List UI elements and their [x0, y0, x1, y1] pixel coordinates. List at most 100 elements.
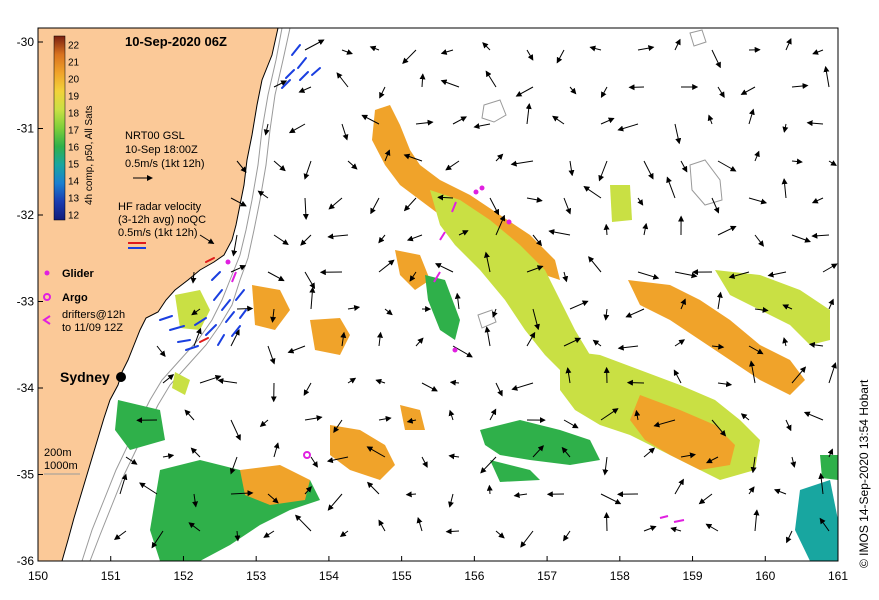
depth-label-1000m: 1000m [44, 460, 78, 472]
current-arrow [495, 530, 505, 539]
current-arrow [711, 49, 721, 69]
current-arrow [740, 413, 750, 421]
current-arrow [327, 233, 349, 240]
colorbar-tick-label: 12 [68, 211, 80, 222]
current-arrow [569, 86, 577, 95]
colorbar-tick-label: 21 [68, 58, 80, 69]
current-arrow [674, 339, 686, 347]
current-arrow [600, 117, 615, 125]
current-arrow [754, 150, 760, 162]
current-arrow [273, 442, 280, 458]
current-arrow [526, 331, 536, 347]
current-arrow [563, 530, 571, 542]
current-arrow [812, 49, 824, 55]
current-arrow [448, 453, 460, 460]
current-arrow [588, 256, 602, 273]
colorbar-label: 4h comp, p50, All Sats [84, 105, 95, 205]
current-arrow [403, 153, 423, 162]
argo-legend-label: Argo [62, 292, 88, 304]
current-arrow [217, 378, 238, 384]
current-arrow [634, 409, 641, 421]
current-arrow [435, 263, 454, 273]
current-arrow [748, 197, 768, 205]
current-arrow [415, 119, 434, 126]
depth-label-200m: 200m [44, 447, 72, 459]
current-arrow [416, 516, 423, 532]
current-arrow [637, 45, 655, 52]
current-arrow [298, 86, 312, 93]
current-arrow [192, 493, 199, 508]
current-arrow [790, 456, 797, 468]
current-arrow [748, 108, 755, 125]
current-arrow [598, 160, 608, 182]
hf-legend-line3: 0.5m/s (1kt 12h) [118, 227, 197, 239]
current-arrow [437, 194, 454, 201]
sydney-marker [116, 372, 126, 382]
current-arrow [377, 331, 383, 347]
current-arrow [753, 509, 760, 532]
current-arrow [495, 214, 506, 236]
current-arrow [230, 419, 241, 441]
current-arrow [384, 308, 393, 316]
current-arrow [409, 271, 417, 282]
current-arrow [119, 473, 128, 495]
current-arrow [740, 86, 756, 95]
current-arrow [230, 490, 254, 497]
x-tick-label: 151 [101, 569, 121, 583]
current-arrow [717, 86, 725, 98]
colorbar-ticks: 22 21 20 19 18 17 16 15 14 13 12 [68, 41, 80, 222]
current-arrow [489, 408, 497, 421]
current-arrow [257, 190, 269, 199]
current-arrow [806, 120, 824, 127]
current-arrow [680, 160, 688, 173]
current-arrow [190, 271, 197, 284]
current-arrow [341, 123, 349, 141]
hf-radar-vectors [159, 44, 321, 351]
gsl-legend-line2: 10-Sep 18:00Z [125, 144, 198, 156]
current-arrow [378, 415, 392, 422]
colorbar [53, 35, 66, 221]
current-arrow [791, 82, 809, 89]
island-outline [477, 309, 497, 329]
current-arrow [673, 369, 682, 384]
hf-radar-vectors-red [199, 257, 215, 343]
current-arrow [602, 456, 609, 476]
current-arrow [515, 86, 534, 97]
current-vector-field [114, 37, 838, 549]
current-arrow [405, 491, 417, 498]
current-arrow [707, 114, 714, 125]
current-arrow [288, 123, 306, 134]
current-arrow [603, 223, 610, 236]
current-arrow [378, 234, 386, 244]
glider-legend-icon [44, 270, 50, 276]
current-arrow [600, 408, 619, 421]
y-tick-label: -32 [17, 208, 35, 222]
current-arrow [230, 329, 240, 347]
colorbar-tick-label: 18 [68, 109, 80, 120]
current-arrow [698, 493, 713, 505]
current-arrow [304, 271, 316, 290]
current-arrow [483, 251, 491, 273]
colorbar-tick-label: 15 [68, 160, 80, 171]
x-tick-label: 160 [755, 569, 775, 583]
current-arrow [513, 492, 528, 498]
y-tick-label: -35 [17, 468, 35, 482]
current-arrow [449, 379, 460, 386]
current-arrow [706, 456, 719, 464]
current-arrow [782, 337, 789, 347]
current-arrow [819, 517, 830, 532]
current-arrow [370, 197, 380, 215]
current-arrow [347, 160, 358, 170]
current-arrow [642, 222, 649, 236]
current-arrow [188, 522, 201, 532]
current-arrow [458, 230, 469, 236]
drifter-legend-line1: drifters@12h [62, 309, 125, 321]
current-arrow [568, 160, 575, 177]
current-arrow [748, 345, 764, 355]
current-arrow [643, 160, 654, 180]
current-arrow [199, 234, 215, 245]
current-arrow [366, 481, 380, 495]
y-tick-label: -33 [17, 295, 35, 309]
current-arrow [637, 271, 660, 280]
current-arrow [236, 305, 254, 312]
